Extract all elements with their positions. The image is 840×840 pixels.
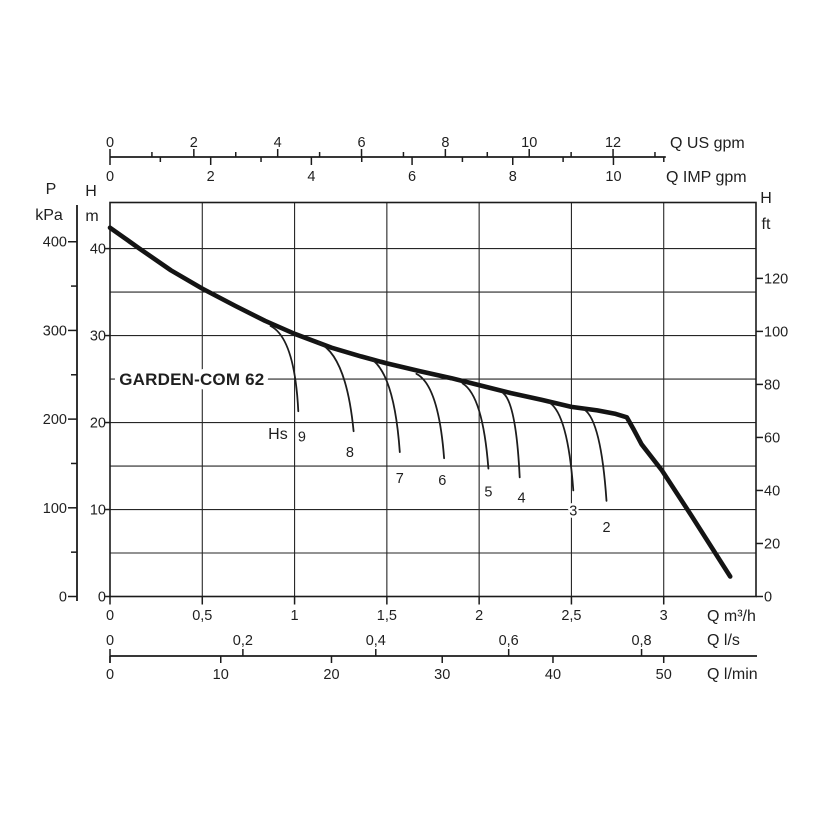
- ls-tick-label: 0,6: [499, 633, 519, 649]
- kpa-tick-label: 100: [43, 501, 67, 517]
- lmin-tick-label: 50: [656, 667, 672, 683]
- m3h-tick-label: 1: [291, 608, 299, 624]
- hs-branch-curve-5: [461, 382, 490, 470]
- hs-branch-label-7: 7: [396, 471, 404, 487]
- hs-branch-label-4: 4: [518, 490, 526, 506]
- lmin-tick-label: 0: [106, 667, 114, 683]
- ft-tick-label: 40: [764, 483, 780, 499]
- us-gpm-tick-label: 10: [521, 135, 537, 151]
- kpa-tick-label: 0: [59, 590, 67, 606]
- lmin-tick-label: 30: [434, 667, 450, 683]
- us-gpm-axis-label: Q US gpm: [670, 135, 745, 152]
- curves: [107, 225, 733, 579]
- metre-tick-label: 40: [90, 242, 106, 258]
- m3h-axis-label: Q m³/h: [707, 608, 756, 625]
- m3h-tick-label: 2,5: [561, 608, 581, 624]
- hs-branch-label-9: 9: [298, 429, 306, 445]
- m3h-tick-label: 0: [106, 608, 114, 624]
- hs-branch-label-6: 6: [438, 473, 446, 489]
- metre-tick-label: 0: [98, 590, 106, 606]
- us-gpm-tick-label: 4: [274, 135, 282, 151]
- us-gpm-tick-label: 6: [357, 135, 365, 151]
- metre-tick-label: 30: [90, 329, 106, 345]
- ft-tick-label: 20: [764, 536, 780, 552]
- ft-tick-label: 120: [764, 271, 788, 287]
- ft-tick-label: 80: [764, 377, 780, 393]
- hs-branch-curve-2: [583, 408, 608, 502]
- kpa-tick-label: 400: [43, 235, 67, 251]
- main-hq-curve: [107, 225, 733, 579]
- imp-gpm-tick-label: 2: [207, 169, 215, 185]
- imp-gpm-tick-label: 8: [509, 169, 517, 185]
- hs-group-label: Hs: [268, 426, 288, 443]
- hs-branch-label-3: 3: [569, 503, 577, 519]
- us-gpm-tick-label: 0: [106, 135, 114, 151]
- ft-tick-label: 100: [764, 324, 788, 340]
- us-gpm-tick-label: 8: [441, 135, 449, 151]
- ls-tick-label: 0,4: [366, 633, 386, 649]
- lmin-tick-label: 10: [213, 667, 229, 683]
- metre-tick-label: 10: [90, 503, 106, 519]
- hs-branch-label-8: 8: [346, 445, 354, 461]
- curve-title-label: GARDEN-COM 62: [119, 370, 264, 389]
- m3h-tick-label: 2: [475, 608, 483, 624]
- kpa-tick-label: 200: [43, 412, 67, 428]
- hs-branch-curve-6: [415, 372, 445, 460]
- ls-tick-label: 0: [106, 633, 114, 649]
- pressure-axis-unit: kPa: [35, 207, 63, 224]
- ls-axis-label: Q l/s: [707, 632, 740, 649]
- imp-gpm-tick-label: 0: [106, 169, 114, 185]
- head-axis-unit-m: m: [85, 208, 98, 225]
- hs-branch-label-2: 2: [602, 520, 610, 536]
- lmin-tick-label: 40: [545, 667, 561, 683]
- plot-border: [109, 201, 757, 598]
- ft-tick-label: 0: [764, 590, 772, 606]
- pressure-axis-letter: P: [46, 181, 57, 198]
- lmin-axis-label: Q l/min: [707, 666, 758, 683]
- hs-branch-label-5: 5: [484, 484, 492, 500]
- hs-branch-curve-8: [317, 341, 355, 433]
- imp-gpm-axis-label: Q IMP gpm: [666, 169, 747, 186]
- imp-gpm-tick-label: 6: [408, 169, 416, 185]
- imp-gpm-tick-label: 10: [605, 169, 621, 185]
- us-gpm-tick-label: 12: [605, 135, 621, 151]
- ls-tick-label: 0,8: [631, 633, 651, 649]
- metre-tick-label: 20: [90, 416, 106, 432]
- m3h-tick-label: 3: [660, 608, 668, 624]
- head-axis-letter: H: [85, 183, 97, 200]
- m3h-tick-label: 1,5: [377, 608, 397, 624]
- head-axis-unit-ft: ft: [762, 216, 771, 233]
- kpa-tick-label: 300: [43, 323, 67, 339]
- head-axis-letter-right: H: [760, 190, 772, 207]
- ft-tick-label: 60: [764, 430, 780, 446]
- lmin-tick-label: 20: [323, 667, 339, 683]
- us-gpm-tick-label: 2: [190, 135, 198, 151]
- hs-branch-curve-9: [269, 325, 300, 413]
- gridlines: [110, 202, 756, 597]
- hs-branch-curve-7: [369, 357, 401, 453]
- imp-gpm-tick-label: 4: [307, 169, 315, 185]
- ls-tick-label: 0,2: [233, 633, 253, 649]
- m3h-tick-label: 0,5: [192, 608, 212, 624]
- hs-branch-curve-4: [502, 392, 521, 479]
- hs-branch-curve-3: [548, 401, 575, 492]
